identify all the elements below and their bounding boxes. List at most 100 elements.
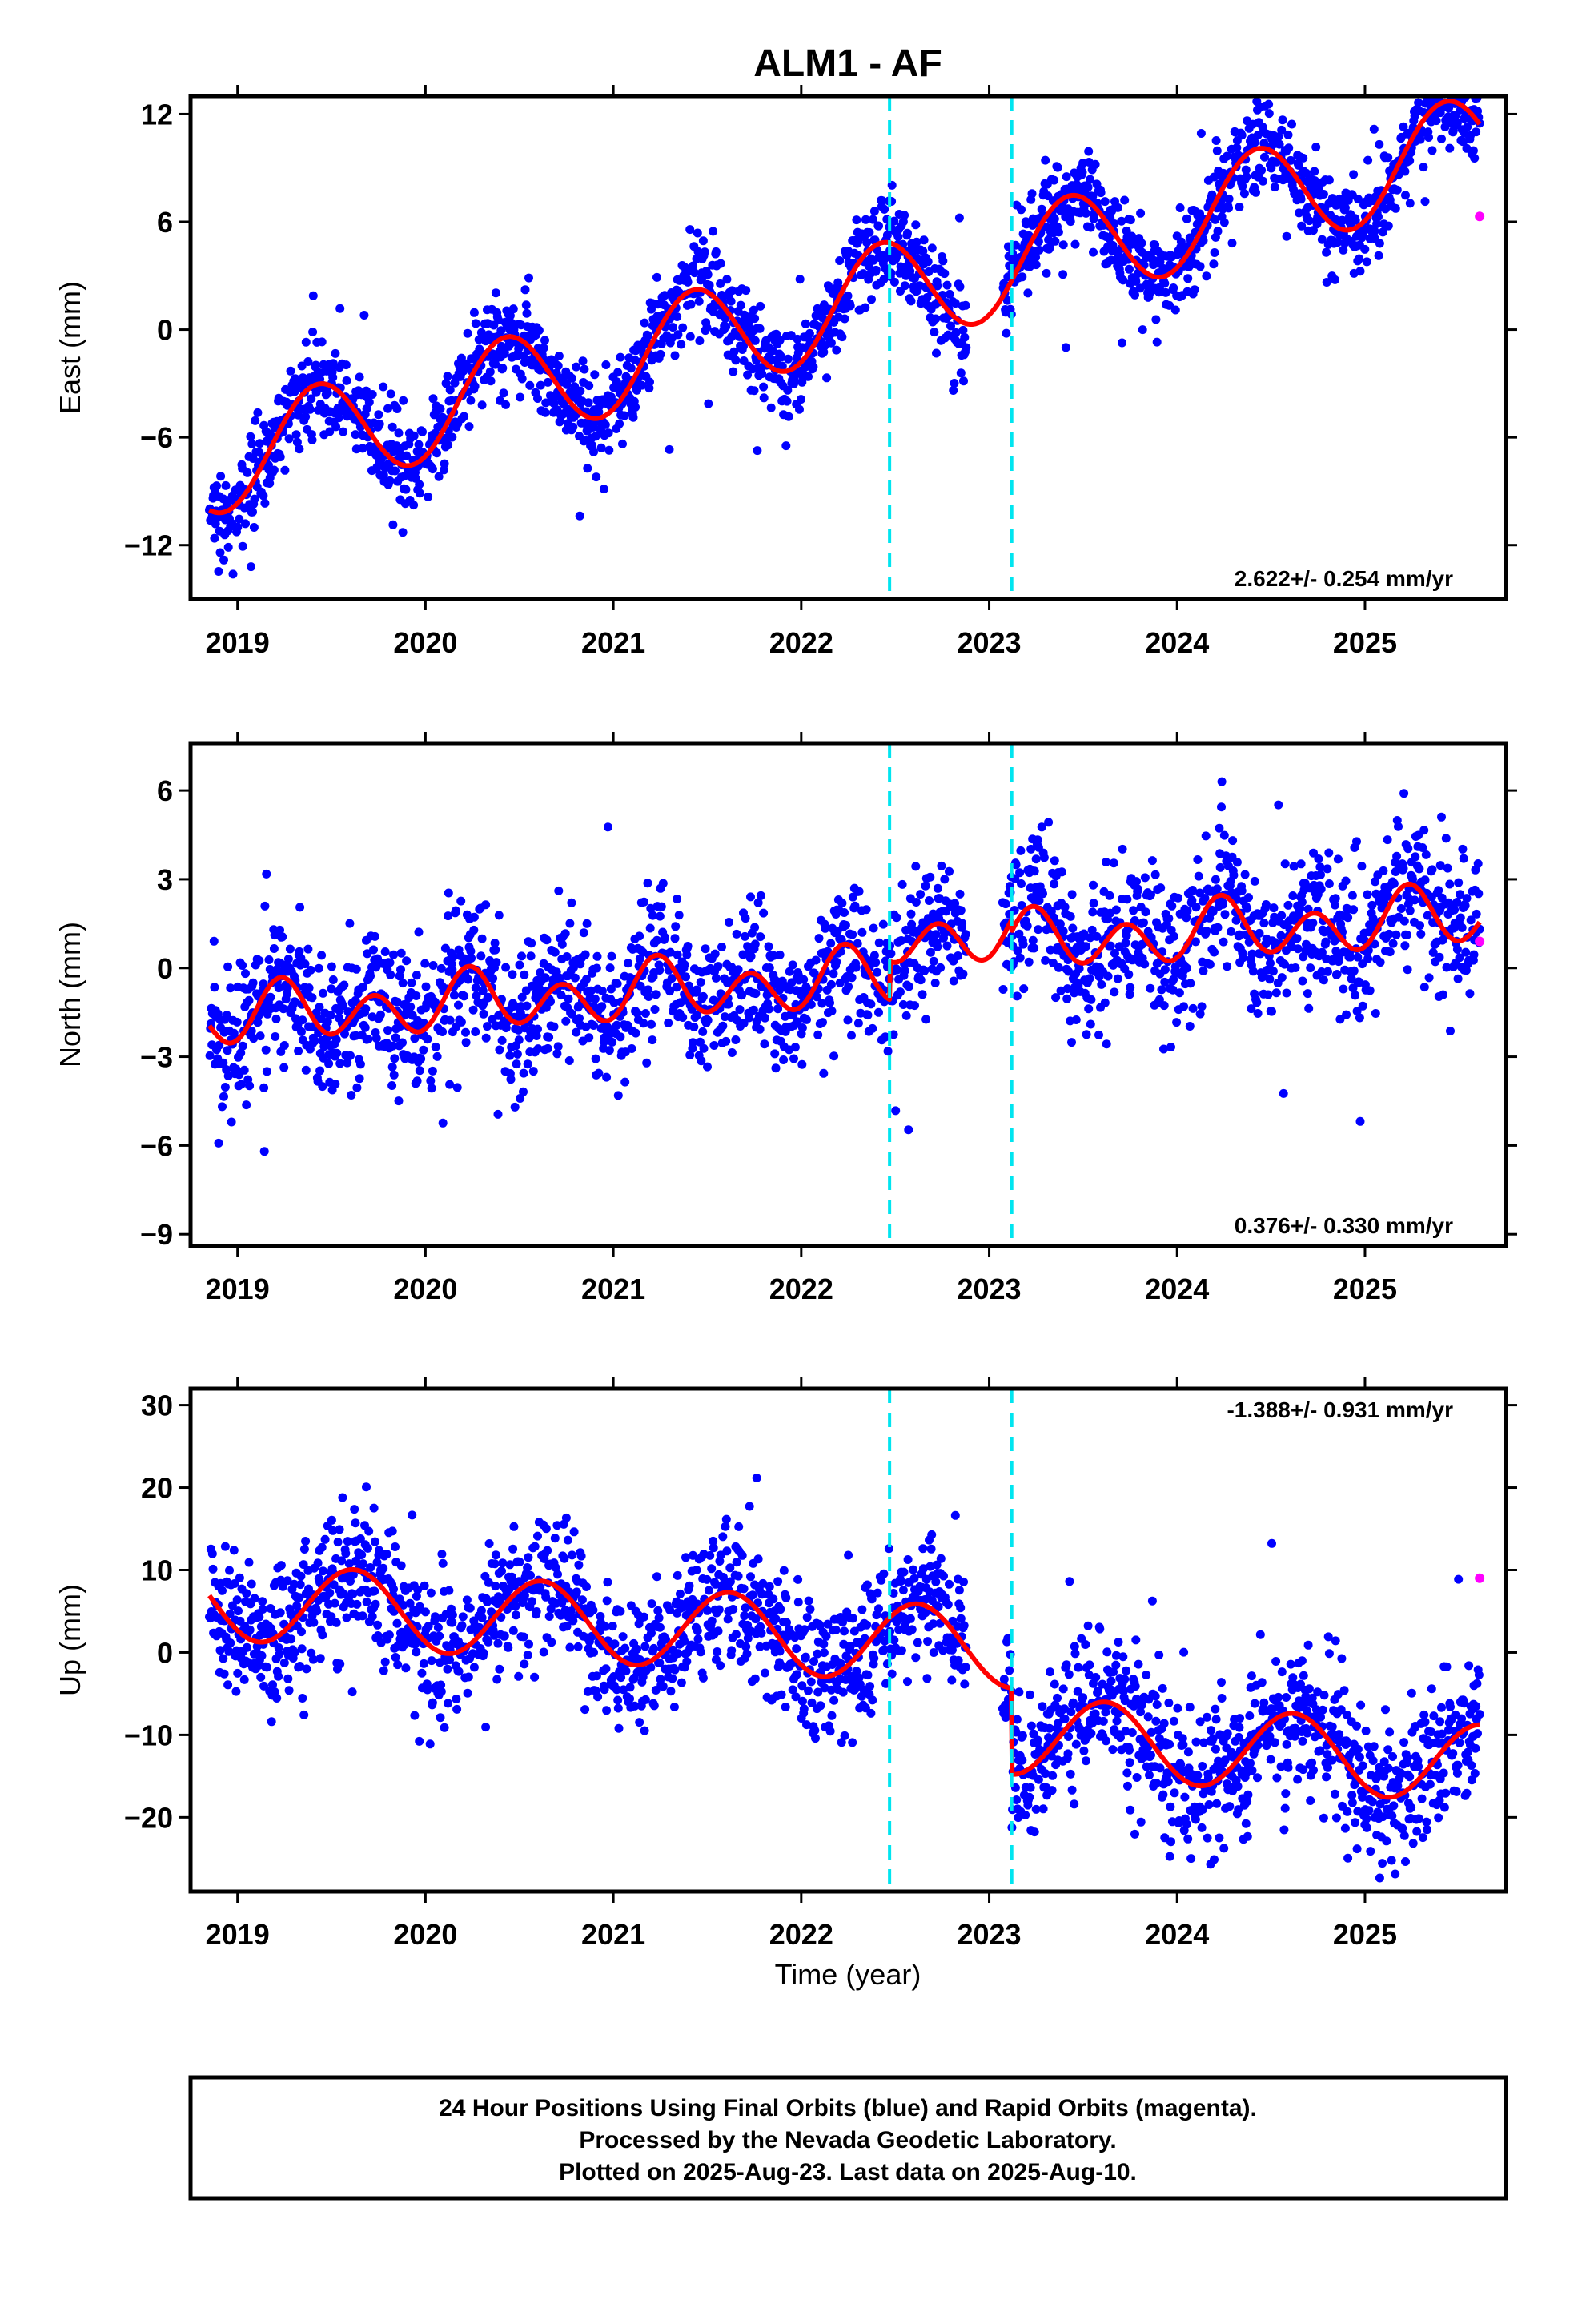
final-orbit-point [1152,337,1162,347]
final-orbit-point [1159,1001,1169,1011]
final-orbit-point [1462,894,1472,903]
final-orbit-point [923,257,933,267]
final-orbit-point [259,979,268,989]
y-tick-label: −12 [124,529,173,562]
final-orbit-point [391,1033,400,1043]
final-orbit-point [243,468,252,477]
final-orbit-point [911,862,921,871]
final-orbit-point [1094,1030,1103,1039]
final-orbit-point [1169,931,1178,941]
final-orbit-point [508,1626,518,1635]
final-orbit-point [247,1027,256,1035]
final-orbit-point [315,1003,324,1012]
final-orbit-point [504,1642,513,1652]
final-orbit-point [242,1642,251,1652]
final-orbit-point [1058,270,1068,279]
x-tick-label: 2021 [581,1273,645,1305]
final-orbit-point [339,427,348,436]
final-orbit-point [1316,870,1325,879]
final-orbit-point [274,1643,283,1652]
final-orbit-point [582,919,592,928]
final-orbit-point [696,1037,705,1047]
final-orbit-point [843,291,853,300]
final-orbit-point [942,941,952,951]
final-orbit-point [544,1032,554,1042]
final-orbit-point [580,1705,590,1715]
final-orbit-point [410,1034,420,1043]
final-orbit-point [370,1537,379,1546]
final-orbit-point [406,1002,416,1011]
final-orbit-point [1469,950,1479,959]
final-orbit-point [750,336,760,345]
final-orbit-point [493,1638,503,1648]
final-orbit-point [313,1558,323,1568]
final-orbit-point [352,1599,362,1609]
final-orbit-point [919,235,929,245]
final-orbit-point [317,951,327,960]
final-orbit-point [1251,187,1260,197]
final-orbit-point [1351,991,1360,1000]
final-orbit-point [445,1080,455,1089]
final-orbit-point [1202,927,1211,935]
final-orbit-point [628,412,638,422]
final-orbit-point [434,472,444,481]
final-orbit-point [491,1582,500,1591]
final-orbit-point [527,981,536,991]
final-orbit-point [588,423,598,432]
final-orbit-point [591,1054,600,1063]
final-orbit-point [1182,913,1191,923]
final-orbit-point [1323,967,1332,976]
final-orbit-point [817,999,827,1008]
final-orbit-point [255,439,264,448]
final-orbit-point [1223,151,1232,161]
final-orbit-point [1282,988,1291,998]
final-orbit-point [701,944,710,954]
final-orbit-point [1291,963,1300,972]
final-orbit-point [290,1579,299,1589]
final-orbit-point [1129,906,1138,915]
final-orbit-point [398,979,408,988]
final-orbit-point [1340,203,1350,212]
final-orbit-point [822,373,832,383]
final-orbit-point [1445,879,1455,889]
final-orbit-point [1132,877,1141,887]
final-orbit-point [1442,963,1452,972]
final-orbit-point [1211,136,1221,145]
final-orbit-point [1219,937,1228,947]
final-orbit-point [698,236,708,246]
final-orbit-point [560,929,570,939]
final-orbit-point [515,1558,524,1566]
final-orbit-point [656,902,666,911]
final-orbit-point [1343,913,1353,923]
final-orbit-point [279,1063,289,1072]
final-orbit-point [524,273,533,283]
final-orbit-point [508,1544,518,1554]
final-orbit-point [1470,154,1480,163]
final-orbit-point [635,931,644,941]
final-orbit-point [225,1609,235,1618]
final-orbit-point [374,410,383,420]
final-orbit-point [901,1011,911,1020]
final-orbit-point [739,341,748,351]
final-orbit-point [616,352,625,362]
final-orbit-point [268,1680,277,1690]
final-orbit-point [777,361,787,371]
final-orbit-point [219,1654,228,1663]
final-orbit-point [488,974,498,983]
final-orbit-point [274,1671,283,1681]
final-orbit-point [741,286,751,296]
final-orbit-point [1428,947,1438,957]
final-orbit-point [600,1685,609,1695]
final-orbit-point [214,1138,223,1148]
final-orbit-point [1268,967,1278,976]
final-orbit-point [1193,855,1203,864]
final-orbit-point [300,959,310,969]
final-orbit-point [519,1087,528,1096]
final-orbit-point [646,903,656,913]
final-orbit-point [632,1008,642,1018]
final-orbit-point [357,1550,367,1559]
final-orbit-point [765,963,774,972]
final-orbit-point [331,348,340,358]
final-orbit-point [225,1566,234,1575]
